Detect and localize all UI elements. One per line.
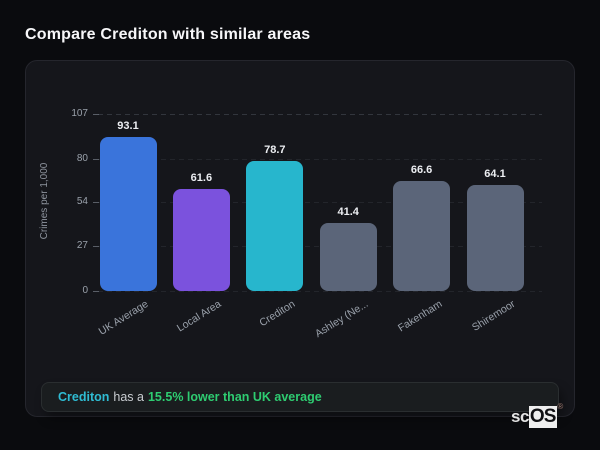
y-tick-mark — [93, 291, 99, 292]
note-area-name: Crediton — [58, 390, 110, 404]
bar — [99, 136, 157, 291]
y-tick-mark — [93, 114, 99, 115]
note-stat-text: 15.5% lower than UK average — [147, 390, 322, 404]
bar — [246, 160, 304, 291]
y-tick-mark — [93, 201, 99, 203]
y-tick-label: 27 — [76, 240, 88, 252]
y-tick-label: 80 — [76, 152, 88, 164]
bar-value-label: 78.7 — [264, 143, 286, 156]
page-title: Compare Crediton with similar areas — [25, 26, 311, 43]
y-tick-label: 107 — [71, 108, 88, 119]
bar-value-label: 64.1 — [484, 167, 506, 180]
y-tick-label: 54 — [76, 195, 88, 207]
scos-logo-suffix: OS — [528, 406, 558, 428]
registered-trademark-icon: ® — [557, 402, 564, 411]
scos-logo: scOS ® — [511, 402, 563, 428]
bar-value-label: 93.1 — [117, 119, 139, 132]
bar-value-label: 66.6 — [410, 163, 433, 176]
comparison-chart-card: Crimes per 1,000 0 27 54 80 107 93.1 UK Averag… — [25, 60, 575, 417]
gridline — [98, 291, 542, 292]
y-tick-label: 0 — [82, 285, 88, 296]
y-tick-mark — [93, 158, 99, 160]
bar — [466, 184, 524, 291]
scos-logo-prefix: sc — [511, 407, 529, 426]
y-axis-title: Crimes per 1,000 — [39, 162, 50, 240]
plot-area: Crimes per 1,000 0 27 54 80 107 93.1 UK Averag… — [26, 61, 574, 416]
summary-note: Crediton has a 15.5% lower than UK avera… — [41, 382, 559, 412]
note-connector-text: has a — [113, 390, 144, 404]
bar — [319, 222, 377, 291]
y-tick-mark — [93, 246, 99, 248]
bar — [393, 180, 451, 291]
gridline — [98, 158, 542, 160]
gridline — [98, 201, 542, 203]
bar-value-label: 41.4 — [337, 205, 359, 218]
bar-value-label: 61.6 — [190, 172, 213, 185]
bar — [172, 189, 230, 291]
gridline — [98, 114, 542, 115]
